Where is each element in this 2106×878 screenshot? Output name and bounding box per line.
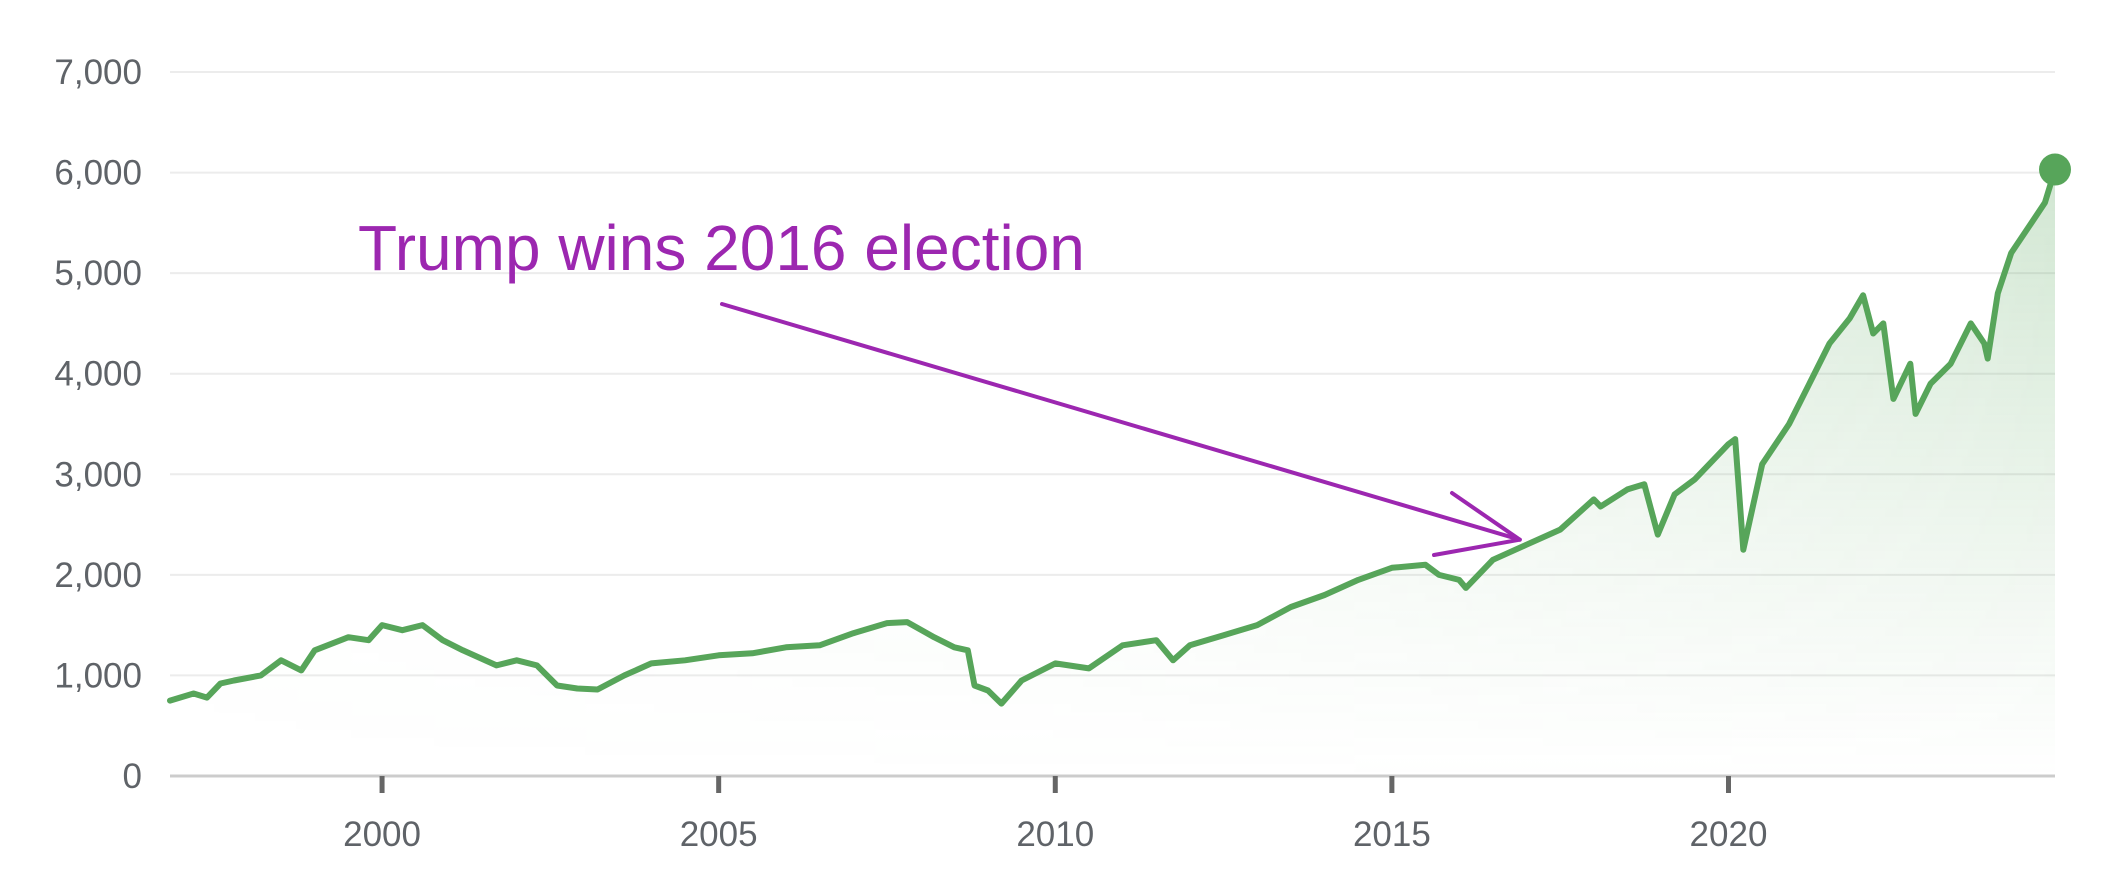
series-line <box>167 166 2058 707</box>
last-point-marker[interactable] <box>2039 153 2071 186</box>
annotation-arrow-head <box>1432 491 1522 557</box>
x-tick-label: 2020 <box>1690 815 1768 854</box>
annotation-arrow-shaft <box>720 302 1522 542</box>
x-tick-label: 2015 <box>1353 815 1431 854</box>
x-axis: 2000 2005 2010 2015 2020 <box>170 774 2055 854</box>
y-tick-label: 1,000 <box>54 656 142 695</box>
gridlines <box>170 71 2055 677</box>
series-line-group <box>167 153 2071 707</box>
y-tick-label: 6,000 <box>54 154 142 193</box>
y-tick-label: 3,000 <box>54 455 142 494</box>
annotation-group: Trump wins 2016 election <box>358 212 1522 557</box>
annotation-text: Trump wins 2016 election <box>358 212 1085 284</box>
x-tick-label: 2010 <box>1016 815 1094 854</box>
y-tick-label: 5,000 <box>54 254 142 293</box>
x-tick-label: 2005 <box>680 815 758 854</box>
y-tick-label: 2,000 <box>54 556 142 595</box>
x-tick-label: 2000 <box>343 815 421 854</box>
y-tick-label: 7,000 <box>54 53 142 92</box>
y-tick-label: 0 <box>123 757 142 796</box>
y-axis-ticks: 0 1,000 2,000 3,000 4,000 5,000 6,000 7,000 <box>54 53 142 796</box>
area-fill-group <box>170 169 2055 777</box>
area-fill <box>170 169 2055 777</box>
y-tick-label: 4,000 <box>54 355 142 394</box>
